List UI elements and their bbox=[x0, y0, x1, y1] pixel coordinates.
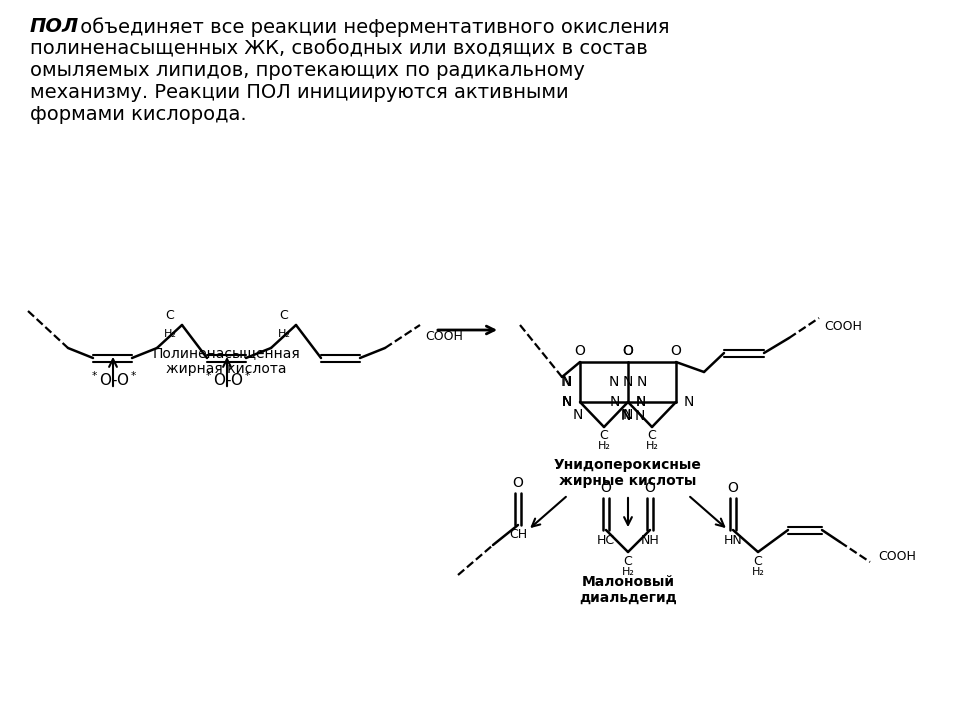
Text: N: N bbox=[623, 408, 634, 422]
Text: N: N bbox=[609, 375, 619, 389]
Text: O: O bbox=[513, 476, 523, 490]
Text: N: N bbox=[621, 408, 631, 422]
Text: C: C bbox=[648, 429, 657, 442]
Text: Унидоперокисные: Унидоперокисные bbox=[554, 458, 702, 472]
Text: механизму. Реакции ПОЛ инициируются активными: механизму. Реакции ПОЛ инициируются акти… bbox=[30, 83, 568, 102]
Text: $^*$O-O$^*$: $^*$O-O$^*$ bbox=[203, 371, 252, 390]
Text: N: N bbox=[636, 395, 646, 409]
Text: N: N bbox=[621, 409, 631, 423]
Text: H₂: H₂ bbox=[277, 329, 291, 339]
Text: CH: CH bbox=[509, 528, 527, 541]
Text: ПОЛ: ПОЛ bbox=[30, 17, 80, 36]
Text: O: O bbox=[623, 344, 634, 358]
Text: омыляемых липидов, протекающих по радикальному: омыляемых липидов, протекающих по радика… bbox=[30, 61, 585, 80]
Text: O: O bbox=[623, 344, 634, 358]
Text: C: C bbox=[166, 309, 175, 322]
Text: C: C bbox=[279, 309, 288, 322]
Text: N: N bbox=[562, 375, 572, 389]
Text: диальдегид: диальдегид bbox=[579, 591, 677, 605]
Text: C: C bbox=[624, 555, 633, 568]
Text: C: C bbox=[600, 429, 609, 442]
Text: HC: HC bbox=[597, 534, 615, 546]
Text: N: N bbox=[562, 395, 572, 409]
Text: O: O bbox=[644, 481, 656, 495]
Text: N: N bbox=[561, 375, 571, 389]
Text: N: N bbox=[636, 375, 647, 389]
Text: NH: NH bbox=[640, 534, 660, 546]
Text: N: N bbox=[562, 395, 572, 409]
Text: N: N bbox=[573, 408, 583, 422]
Text: N: N bbox=[562, 395, 572, 409]
Text: N: N bbox=[623, 375, 634, 389]
Text: H₂: H₂ bbox=[621, 567, 635, 577]
Text: формами кислорода.: формами кислорода. bbox=[30, 105, 247, 124]
Text: O: O bbox=[671, 344, 682, 358]
Text: полиненасыщенных ЖК, свободных или входящих в состав: полиненасыщенных ЖК, свободных или входя… bbox=[30, 39, 648, 58]
Text: H₂: H₂ bbox=[752, 567, 764, 577]
Text: $^*$O-O$^*$: $^*$O-O$^*$ bbox=[88, 371, 137, 390]
Text: N: N bbox=[562, 395, 572, 409]
Text: Малоновый: Малоновый bbox=[582, 575, 675, 589]
Text: СООН: СООН bbox=[425, 330, 463, 343]
Text: N: N bbox=[636, 395, 646, 409]
Text: H₂: H₂ bbox=[645, 441, 659, 451]
Text: H₂: H₂ bbox=[163, 329, 177, 339]
Text: жирная кислота: жирная кислота bbox=[166, 362, 287, 376]
Text: N: N bbox=[610, 395, 620, 409]
Text: N: N bbox=[635, 409, 645, 423]
Text: O: O bbox=[575, 344, 586, 358]
Text: объединяет все реакции неферментативного окисления: объединяет все реакции неферментативного… bbox=[74, 17, 669, 37]
Text: O: O bbox=[728, 481, 738, 495]
Text: СООН: СООН bbox=[824, 320, 862, 333]
Text: Полиненасыщенная: Полиненасыщенная bbox=[153, 346, 300, 360]
Text: C: C bbox=[754, 555, 762, 568]
Text: N: N bbox=[684, 395, 694, 409]
Text: жирные кислоты: жирные кислоты bbox=[560, 474, 697, 488]
Text: HN: HN bbox=[724, 534, 742, 546]
Text: СООН: СООН bbox=[878, 549, 916, 562]
Text: H₂: H₂ bbox=[597, 441, 611, 451]
Text: O: O bbox=[601, 481, 612, 495]
